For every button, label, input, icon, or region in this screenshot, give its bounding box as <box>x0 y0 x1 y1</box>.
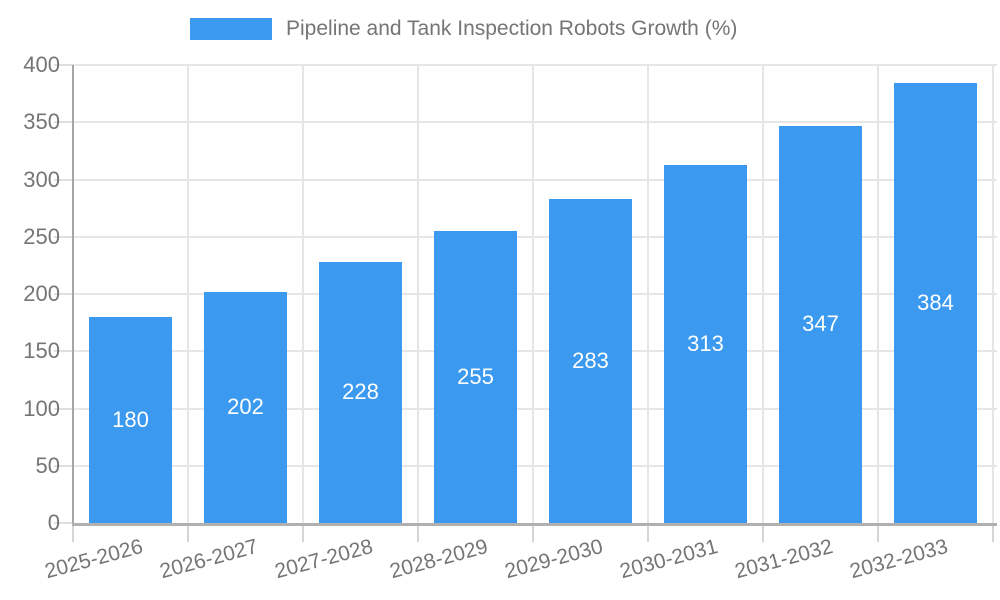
y-axis-tick <box>54 235 73 238</box>
bar-value-label: 313 <box>687 330 724 356</box>
x-axis-tick <box>187 523 189 542</box>
bar[interactable]: 228 <box>319 261 402 523</box>
bar[interactable]: 384 <box>894 83 977 523</box>
x-gridline <box>532 65 534 523</box>
x-gridline <box>417 65 419 523</box>
y-axis-label: 50 <box>35 452 60 478</box>
x-axis-tick <box>992 523 994 542</box>
x-axis-label: 2026-2027 <box>157 535 261 584</box>
y-gridline <box>73 464 997 467</box>
x-axis-tick <box>532 523 534 542</box>
bar[interactable]: 255 <box>434 231 517 523</box>
x-axis-tick <box>302 523 304 542</box>
x-axis-label: 2029-2030 <box>502 535 606 584</box>
x-axis-label: 2030-2031 <box>617 535 721 584</box>
y-axis-line <box>72 65 74 525</box>
y-axis-label: 400 <box>23 52 60 77</box>
bar[interactable]: 313 <box>664 164 747 523</box>
x-gridline <box>877 65 879 523</box>
x-axis-label: 2025-2026 <box>42 535 146 584</box>
y-axis-label: 150 <box>23 338 60 364</box>
y-axis-label: 350 <box>23 109 60 135</box>
bar-value-label: 283 <box>572 347 609 373</box>
legend[interactable]: Pipeline and Tank Inspection Robots Grow… <box>190 17 737 41</box>
y-axis-tick <box>54 407 73 410</box>
y-gridline <box>73 178 997 181</box>
x-axis-tick <box>877 523 879 542</box>
y-gridline <box>73 293 997 295</box>
bar-value-label: 180 <box>112 406 149 432</box>
y-axis-tick <box>54 464 73 467</box>
y-axis-tick <box>54 522 73 524</box>
y-axis-tick <box>54 121 73 124</box>
legend-swatch <box>190 18 272 40</box>
bar[interactable]: 202 <box>204 291 287 523</box>
y-axis-label: 0 <box>47 510 60 535</box>
legend-label: Pipeline and Tank Inspection Robots Grow… <box>286 17 738 40</box>
bar[interactable]: 283 <box>549 198 632 523</box>
x-axis-label: 2031-2032 <box>732 535 836 584</box>
x-axis-tick <box>762 523 764 542</box>
x-axis-label: 2028-2029 <box>387 535 491 584</box>
bar-value-label: 255 <box>457 364 494 389</box>
x-gridline <box>762 65 764 523</box>
y-gridline <box>73 121 997 124</box>
bar-value-label: 228 <box>342 379 379 405</box>
x-axis-tick <box>72 523 74 542</box>
y-axis-tick <box>54 178 73 181</box>
x-gridline <box>302 65 304 523</box>
bar-value-label: 347 <box>802 311 839 337</box>
x-gridline <box>992 65 994 523</box>
x-axis-tick <box>417 523 419 542</box>
x-gridline <box>647 65 649 523</box>
bar-value-label: 202 <box>227 394 264 420</box>
y-axis-label: 100 <box>23 395 60 421</box>
y-gridline <box>73 235 997 238</box>
y-axis-label: 200 <box>23 281 60 306</box>
x-axis-label: 2027-2028 <box>272 535 376 584</box>
x-gridline <box>187 65 189 523</box>
y-gridline <box>73 64 997 66</box>
bar[interactable]: 180 <box>89 316 172 523</box>
x-axis-line <box>72 523 997 526</box>
bar[interactable]: 347 <box>779 125 862 523</box>
x-axis-tick <box>647 523 649 542</box>
bar-value-label: 384 <box>917 290 954 316</box>
y-gridline <box>73 350 997 353</box>
y-axis-tick <box>54 293 73 295</box>
y-axis-tick <box>54 350 73 353</box>
y-axis-tick <box>54 64 73 66</box>
y-gridline <box>73 407 997 410</box>
x-axis-label: 2032-2033 <box>847 535 951 584</box>
y-axis-label: 300 <box>23 166 60 192</box>
y-axis-label: 250 <box>23 223 60 249</box>
